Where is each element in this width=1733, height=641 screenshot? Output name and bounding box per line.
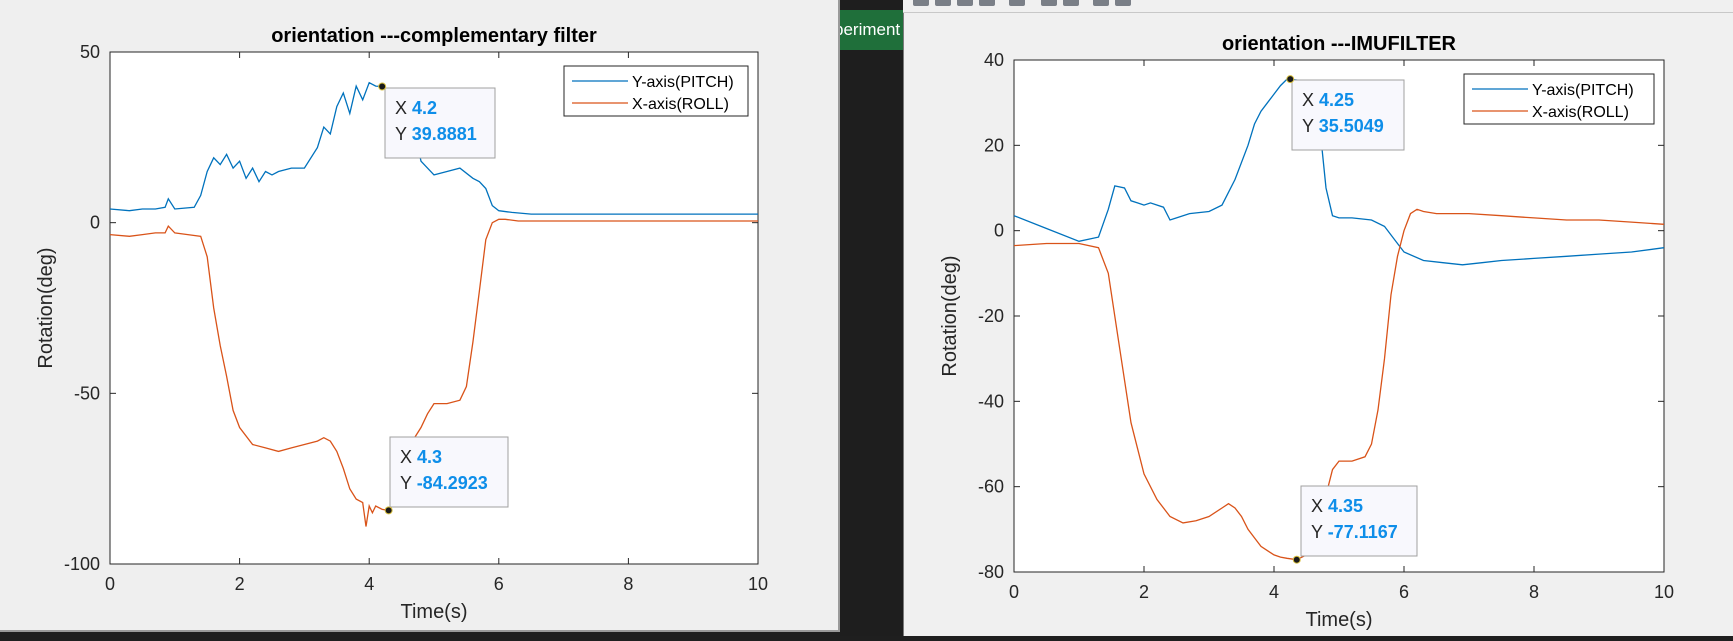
x-axis-label: Time(s) bbox=[1305, 609, 1372, 631]
datatip-y: Y -77.1167 bbox=[1311, 522, 1398, 542]
x-tick-label: 8 bbox=[1529, 582, 1539, 602]
x-tick-label: 10 bbox=[748, 574, 768, 594]
y-tick-label: -100 bbox=[64, 554, 100, 574]
toolbar-icon[interactable] bbox=[913, 0, 929, 6]
datatip-x: X 4.3 bbox=[400, 447, 442, 467]
toolbar-icon[interactable] bbox=[935, 0, 951, 6]
x-tick-label: 8 bbox=[623, 574, 633, 594]
y-tick-label: -40 bbox=[978, 391, 1004, 411]
y-tick-label: -60 bbox=[978, 477, 1004, 497]
background-app bbox=[840, 0, 903, 636]
y-axis-label: Rotation(deg) bbox=[939, 255, 961, 376]
x-tick-label: 4 bbox=[364, 574, 374, 594]
legend-box bbox=[563, 65, 749, 117]
y-tick-label: 50 bbox=[80, 42, 100, 62]
imufilter-chart: orientation ---IMUFILTER 0 2 4 6 8 10 40 20 0 -20 -… bbox=[939, 33, 1674, 631]
datatip-y: Y 35.5049 bbox=[1302, 116, 1384, 136]
figure-window-imufilter: orientation ---IMUFILTER 0 2 4 6 8 10 40 20 0 -20 -… bbox=[903, 0, 1733, 636]
toolbar-icon[interactable] bbox=[1115, 0, 1131, 6]
x-tick-label: 0 bbox=[1009, 582, 1019, 602]
x-tick-label: 10 bbox=[1654, 582, 1674, 602]
toolbar-icon[interactable] bbox=[957, 0, 973, 6]
x-tick-label: 6 bbox=[1399, 582, 1409, 602]
toolbar-icon[interactable] bbox=[1009, 0, 1025, 6]
datatip-x: X 4.35 bbox=[1311, 496, 1363, 516]
y-tick-label: -50 bbox=[74, 383, 100, 403]
chart-title: orientation ---IMUFILTER bbox=[1222, 33, 1457, 55]
figure-window-complementary: orientation ---complementary filter 0 2 4 6 8… bbox=[0, 0, 840, 632]
x-axis-label: Time(s) bbox=[400, 601, 467, 623]
toolbar-icon[interactable] bbox=[1041, 0, 1057, 6]
x-tick-label: 0 bbox=[105, 574, 115, 594]
x-tick-label: 2 bbox=[235, 574, 245, 594]
toolbar-icon[interactable] bbox=[1093, 0, 1109, 6]
x-tick-label: 4 bbox=[1269, 582, 1279, 602]
y-tick-label: 0 bbox=[90, 213, 100, 233]
y-axis-label: Rotation(deg) bbox=[35, 247, 57, 368]
datatip-y: Y -84.2923 bbox=[400, 473, 488, 493]
legend-label: Y-axis(PITCH) bbox=[632, 74, 734, 91]
y-tick-label: 20 bbox=[984, 135, 1004, 155]
datatip-x: X 4.25 bbox=[1302, 90, 1354, 110]
toolbar-icon[interactable] bbox=[1063, 0, 1079, 6]
datatip-marker bbox=[378, 82, 387, 91]
datatip-box bbox=[384, 87, 496, 159]
legend-label: X-axis(ROLL) bbox=[632, 96, 729, 113]
complementary-filter-chart: orientation ---complementary filter 0 2 4 6 8… bbox=[35, 25, 768, 623]
x-tick-label: 2 bbox=[1139, 582, 1149, 602]
background-tab[interactable]: periment bbox=[840, 10, 903, 50]
toolbar-icon[interactable] bbox=[979, 0, 995, 6]
chart-title: orientation ---complementary filter bbox=[271, 25, 597, 47]
datatip-y: Y 39.8881 bbox=[395, 124, 477, 144]
series-line-roll bbox=[109, 218, 758, 527]
datatip-x: X 4.2 bbox=[395, 98, 437, 118]
datatip-box bbox=[1300, 485, 1418, 557]
legend-label: X-axis(ROLL) bbox=[1532, 104, 1629, 121]
datatip-marker bbox=[384, 506, 393, 515]
datatip-marker bbox=[1286, 75, 1295, 84]
y-tick-label: 0 bbox=[994, 221, 1004, 241]
legend-box bbox=[1463, 73, 1655, 125]
y-tick-label: -80 bbox=[978, 562, 1004, 582]
y-tick-label: -20 bbox=[978, 306, 1004, 326]
series-line-pitch bbox=[109, 81, 758, 215]
y-tick-label: 40 bbox=[984, 50, 1004, 70]
x-tick-label: 6 bbox=[494, 574, 504, 594]
datatip-box bbox=[389, 436, 509, 508]
datatip-marker bbox=[1292, 555, 1301, 564]
legend-label: Y-axis(PITCH) bbox=[1532, 82, 1634, 99]
figure-toolbar bbox=[903, 0, 1733, 13]
datatip-box bbox=[1291, 79, 1405, 151]
